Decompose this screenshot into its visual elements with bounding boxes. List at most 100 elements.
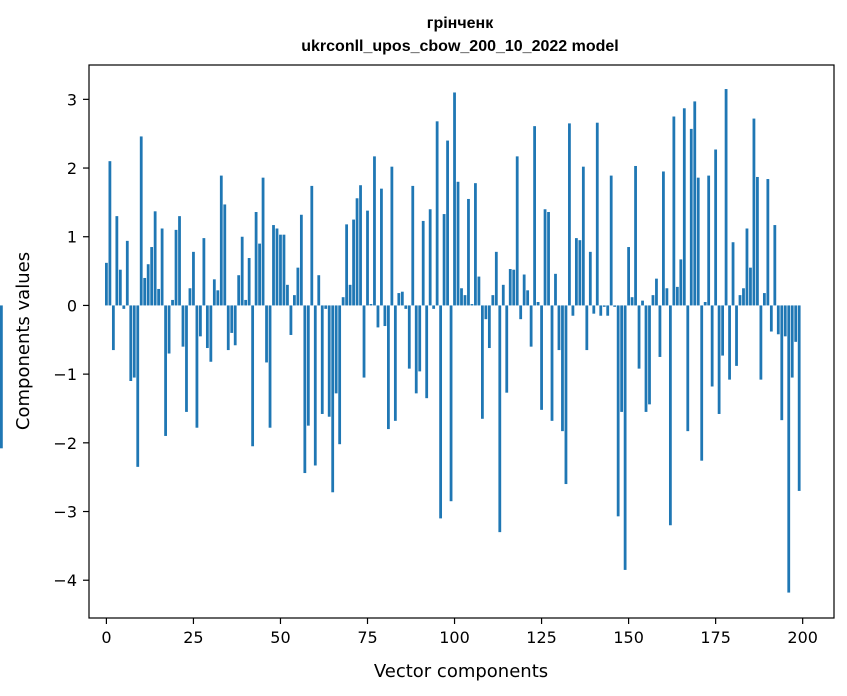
x-tick-label: 50 bbox=[270, 628, 290, 647]
bar bbox=[491, 295, 495, 306]
bar bbox=[251, 305, 255, 447]
bar bbox=[366, 210, 369, 306]
bar bbox=[714, 149, 718, 306]
bar bbox=[153, 211, 157, 306]
bar bbox=[268, 305, 272, 428]
bar bbox=[515, 156, 519, 306]
bar bbox=[111, 305, 115, 351]
bar bbox=[212, 279, 216, 306]
bar bbox=[756, 176, 759, 306]
bar bbox=[164, 305, 167, 436]
y-tick-label: 1 bbox=[67, 228, 77, 247]
bar bbox=[258, 243, 261, 306]
bar bbox=[561, 305, 564, 432]
bar bbox=[421, 220, 425, 306]
bar bbox=[240, 236, 244, 306]
bar bbox=[592, 305, 596, 314]
bar bbox=[435, 121, 439, 306]
bar bbox=[595, 122, 599, 306]
bar bbox=[209, 305, 213, 362]
bar bbox=[665, 288, 669, 306]
bar bbox=[634, 165, 637, 306]
bar bbox=[407, 305, 411, 369]
bar bbox=[380, 188, 383, 306]
bar bbox=[223, 204, 227, 306]
bar bbox=[696, 177, 700, 306]
bar bbox=[362, 305, 366, 378]
bar bbox=[453, 92, 456, 306]
bar bbox=[693, 101, 697, 306]
bar bbox=[728, 305, 731, 380]
bar bbox=[602, 305, 606, 307]
bar bbox=[352, 219, 355, 306]
bar bbox=[383, 305, 387, 327]
bar bbox=[247, 258, 251, 306]
bar bbox=[630, 297, 634, 306]
bar bbox=[724, 89, 728, 306]
bar bbox=[536, 302, 540, 306]
bar bbox=[393, 305, 397, 421]
bar bbox=[310, 185, 314, 306]
bar bbox=[139, 136, 143, 306]
bar bbox=[474, 183, 477, 306]
bar bbox=[648, 305, 651, 405]
bar bbox=[118, 269, 122, 306]
bar bbox=[338, 305, 342, 445]
bar bbox=[446, 140, 449, 306]
bar bbox=[574, 238, 578, 306]
bar bbox=[289, 305, 293, 335]
bar bbox=[707, 175, 711, 306]
bar bbox=[237, 275, 241, 306]
bar bbox=[341, 297, 345, 306]
y-tick-label: 2 bbox=[67, 159, 77, 178]
bar bbox=[498, 305, 502, 533]
bar bbox=[171, 299, 174, 306]
bar bbox=[588, 251, 592, 306]
bar bbox=[512, 269, 516, 306]
bar bbox=[672, 116, 676, 306]
bar bbox=[571, 305, 575, 316]
bar bbox=[543, 209, 547, 306]
bar bbox=[303, 305, 307, 474]
bar bbox=[606, 305, 610, 316]
bar bbox=[470, 304, 474, 306]
bar bbox=[150, 247, 154, 306]
bar bbox=[533, 126, 536, 306]
bar bbox=[376, 305, 380, 328]
x-axis-ticks: 0 25 50 75 100 125 150 175 200 bbox=[101, 618, 818, 647]
bar bbox=[700, 305, 704, 461]
bar bbox=[689, 128, 693, 306]
bar bbox=[494, 251, 498, 306]
bar bbox=[279, 234, 282, 306]
bar bbox=[261, 177, 265, 306]
x-tick-label: 75 bbox=[357, 628, 377, 647]
bar bbox=[313, 305, 317, 466]
bar bbox=[481, 305, 484, 419]
bar bbox=[181, 305, 185, 347]
bar bbox=[759, 305, 763, 380]
chart-title: грінченк bbox=[427, 15, 494, 32]
x-tick-label: 175 bbox=[700, 628, 731, 647]
bar bbox=[125, 240, 129, 306]
bar bbox=[320, 305, 324, 414]
bar bbox=[293, 295, 296, 306]
bar bbox=[185, 305, 188, 412]
bars-group bbox=[0, 89, 801, 593]
bar bbox=[425, 305, 429, 399]
x-tick-label: 0 bbox=[101, 628, 111, 647]
bar bbox=[199, 305, 202, 337]
bar bbox=[599, 305, 603, 316]
bar bbox=[731, 242, 735, 306]
y-tick-label: 0 bbox=[67, 296, 77, 315]
y-tick-label: −4 bbox=[53, 571, 77, 590]
bar bbox=[244, 299, 248, 306]
bar bbox=[219, 175, 223, 306]
bar bbox=[0, 305, 3, 449]
bar bbox=[122, 305, 126, 309]
bar bbox=[195, 305, 199, 428]
x-tick-label: 200 bbox=[787, 628, 818, 647]
bar bbox=[529, 305, 533, 347]
bar bbox=[477, 276, 481, 306]
bar bbox=[766, 179, 770, 306]
bar bbox=[174, 229, 178, 306]
